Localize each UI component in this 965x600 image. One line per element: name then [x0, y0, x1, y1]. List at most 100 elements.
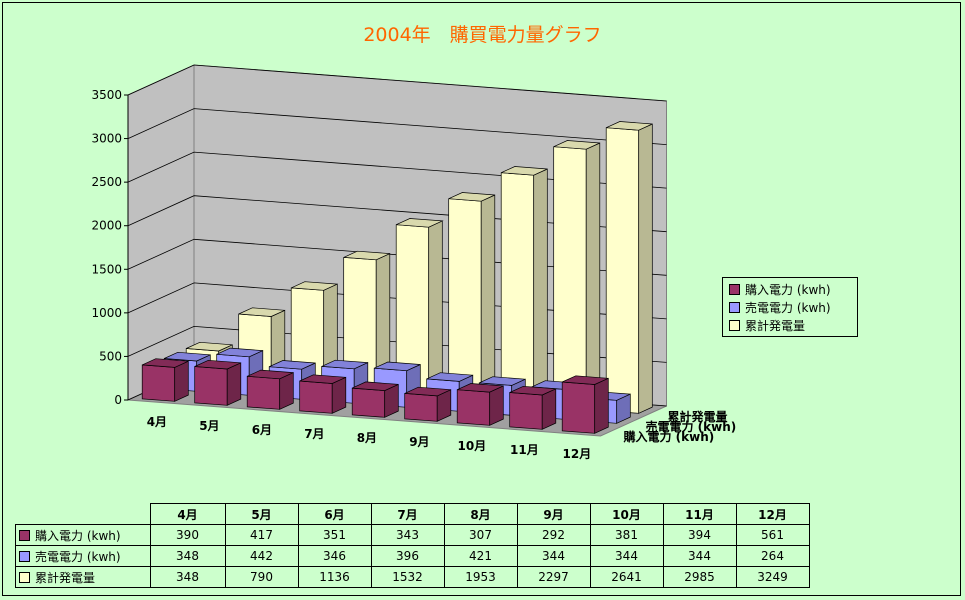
table-cell: 381 [589, 524, 664, 546]
table-cell: 2985 [662, 566, 737, 588]
table-row: 購入電力 (kwh) 390 417 351 343 307 292 381 3… [15, 524, 810, 546]
table-row-label: 累計発電量 [15, 566, 151, 588]
bar-top [509, 385, 556, 396]
bar-front [448, 198, 482, 402]
table-col-header: 11月 [662, 503, 737, 525]
series-name: 購入電力 (kwh) [35, 528, 121, 543]
table-cell: 344 [662, 545, 737, 567]
bar [404, 386, 452, 422]
bar-side [428, 220, 443, 398]
x-tick-label: 5月 [199, 419, 219, 433]
bar-top [396, 218, 444, 228]
legend-item: 売電電力 (kwh) [729, 298, 857, 316]
bar [605, 121, 653, 414]
bar-side [585, 142, 601, 410]
bar [509, 385, 557, 430]
legend-label: 累計発電量 [745, 318, 806, 333]
bar-top [321, 359, 368, 370]
table-cell: 343 [370, 524, 445, 546]
table-cell: 344 [589, 545, 664, 567]
x-tick-label: 7月 [304, 427, 324, 441]
data-table: 4月 5月 6月 7月 8月 9月 10月 11月 12月 購入電力 (kwh)… [15, 503, 810, 588]
x-tick-label: 4月 [147, 415, 167, 429]
chart-title: 2004年 購買電力量グラフ [363, 24, 602, 46]
bar-top [479, 376, 526, 386]
table-cell: 394 [662, 524, 737, 546]
bar-front [509, 392, 543, 430]
table-cell: 790 [224, 566, 299, 588]
x-tick-label: 11月 [510, 443, 539, 457]
bar [448, 192, 496, 402]
table-col-header: 4月 [149, 503, 226, 525]
table-col-header: 10月 [589, 503, 664, 525]
legend-swatch [729, 283, 740, 295]
bar-side [533, 168, 548, 406]
bar [299, 374, 347, 414]
depth-axis-label: 購入電力 (kwh) [623, 429, 715, 444]
table-row-label: 売電電力 (kwh) [15, 545, 151, 567]
table-cell: 346 [297, 545, 372, 567]
bar-side [489, 385, 504, 426]
y-tick-label: 0 [114, 393, 122, 407]
bar-side [226, 362, 242, 406]
bar [395, 218, 444, 398]
bar-top [553, 140, 600, 150]
table-cell: 421 [443, 545, 518, 567]
table-cell: 348 [149, 566, 226, 588]
bar-front [561, 381, 596, 434]
gridline [127, 64, 667, 102]
table-row-label: 購入電力 (kwh) [15, 524, 151, 546]
bar-front [605, 127, 640, 414]
bar-side [638, 123, 653, 414]
bar-front [456, 389, 491, 426]
bar-front [351, 387, 386, 418]
legend-swatch [729, 301, 740, 313]
table-cell: 1136 [297, 566, 372, 588]
legend-item: 購入電力 (kwh) [729, 280, 857, 298]
bar-front [553, 146, 587, 410]
depth-axis-label: 売電電力 (kwh) [646, 419, 737, 434]
bar-top [164, 351, 211, 362]
x-tick-label: 9月 [409, 435, 429, 449]
table-cell: 292 [516, 524, 591, 546]
table-header-row: 4月 5月 6月 7月 8月 9月 10月 11月 12月 [15, 503, 810, 525]
bar [561, 375, 609, 434]
y-tick-label: 500 [99, 349, 122, 363]
bar-top [457, 383, 504, 393]
table-corner [15, 503, 151, 525]
table-cell: 344 [516, 545, 591, 567]
bar-front [404, 393, 438, 422]
table-col-header: 9月 [516, 503, 591, 525]
bar [141, 358, 189, 402]
series-name: 累計発電量 [35, 570, 96, 585]
table-cell: 264 [735, 545, 810, 567]
bar-side [541, 388, 557, 430]
bar [194, 359, 242, 406]
x-tick-label: 10月 [458, 439, 487, 453]
bar-side [480, 194, 496, 402]
table-cell: 1532 [370, 566, 445, 588]
y-tick-label: 2500 [91, 175, 122, 189]
legend: 購入電力 (kwh) 売電電力 (kwh) 累計発電量 [722, 277, 858, 337]
table-cell: 351 [297, 524, 372, 546]
bar-front [246, 375, 281, 410]
legend-swatch [729, 319, 740, 331]
x-tick-label: 12月 [563, 447, 592, 461]
bar-top [299, 374, 346, 384]
bar-top [291, 281, 338, 291]
chart-plot: 0 500 1000 1500 2000 2500 3000 3500 4月 5月 6月 7月 8月 9月… [91, 64, 737, 461]
y-tick-label: 2000 [91, 219, 122, 233]
bar-top [186, 341, 233, 352]
table-cell: 2297 [516, 566, 591, 588]
table-col-header: 12月 [735, 503, 810, 525]
bar-side [174, 360, 189, 402]
bar-top [448, 192, 495, 202]
bar-front [141, 364, 176, 402]
bar-front [500, 172, 535, 406]
table-cell: 1953 [443, 566, 518, 588]
bar-side [594, 377, 609, 434]
bar-top [343, 250, 390, 261]
bar-top [426, 372, 473, 382]
table-cell: 390 [149, 524, 226, 546]
